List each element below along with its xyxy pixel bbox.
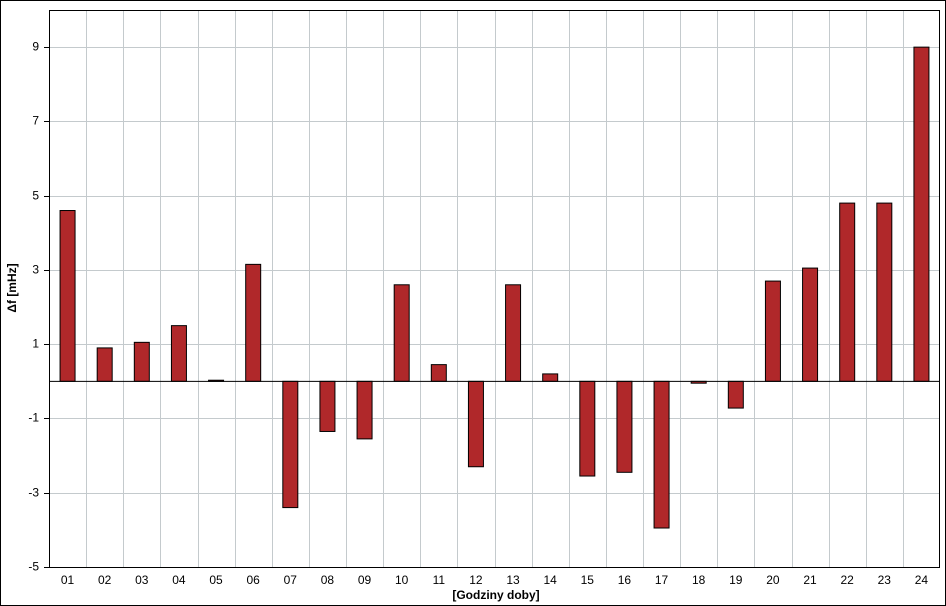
bar	[467, 380, 484, 468]
x-tick-label: 11	[433, 573, 446, 587]
bar	[59, 210, 76, 382]
x-tick-label: 19	[729, 573, 743, 587]
y-axis-title: Δf [mHz]	[5, 263, 19, 312]
x-tick-label: 15	[581, 573, 595, 587]
x-tick-label: 02	[98, 573, 112, 587]
bar	[133, 341, 150, 382]
x-tick-label: 13	[506, 573, 520, 587]
x-tick-label: 23	[878, 573, 892, 587]
bar	[839, 202, 856, 382]
x-tick-label: 08	[321, 573, 335, 587]
bar	[282, 380, 299, 509]
plot-area	[49, 10, 940, 567]
x-tick-label: 07	[284, 573, 298, 587]
bar	[170, 325, 187, 382]
y-tick-label: 5	[32, 189, 39, 203]
x-tick-label: 01	[61, 573, 75, 587]
x-axis-title: [Godziny doby]	[452, 588, 539, 602]
bar	[579, 380, 596, 477]
bar	[616, 380, 633, 473]
x-tick-label: 06	[247, 573, 261, 587]
bar	[393, 284, 410, 382]
x-tick-label: 14	[544, 573, 558, 587]
x-tick-label: 21	[803, 573, 817, 587]
y-tick-label: -1	[28, 411, 39, 425]
x-tick-label: 17	[655, 573, 669, 587]
y-tick-label: 3	[32, 263, 39, 277]
x-tick-label: 22	[841, 573, 855, 587]
x-tick-label: 10	[395, 573, 409, 587]
bar	[245, 263, 262, 382]
plot-border	[49, 10, 940, 568]
bar	[802, 267, 819, 382]
bar	[96, 347, 113, 382]
bar	[727, 380, 744, 409]
y-tick-label: -5	[28, 560, 39, 574]
x-tick-label: 16	[618, 573, 632, 587]
y-tick-label: 1	[32, 337, 39, 351]
bar	[913, 46, 930, 382]
bar	[430, 364, 447, 382]
x-tick-label: 20	[766, 573, 780, 587]
bar	[319, 380, 336, 432]
x-tick-label: 09	[358, 573, 372, 587]
bar	[356, 380, 373, 440]
x-tick-label: 12	[469, 573, 483, 587]
bar	[542, 373, 559, 382]
x-tick-label: 03	[135, 573, 149, 587]
x-tick-label: 24	[915, 573, 929, 587]
bar	[505, 284, 522, 382]
bar	[876, 202, 893, 382]
y-tick-label: -3	[28, 486, 39, 500]
x-tick-label: 04	[172, 573, 186, 587]
bar	[653, 380, 670, 529]
bar	[764, 280, 781, 382]
y-tick-label: 9	[32, 40, 39, 54]
y-tick-label: 7	[32, 114, 39, 128]
x-tick-label: 05	[209, 573, 223, 587]
x-tick-label: 18	[692, 573, 706, 587]
